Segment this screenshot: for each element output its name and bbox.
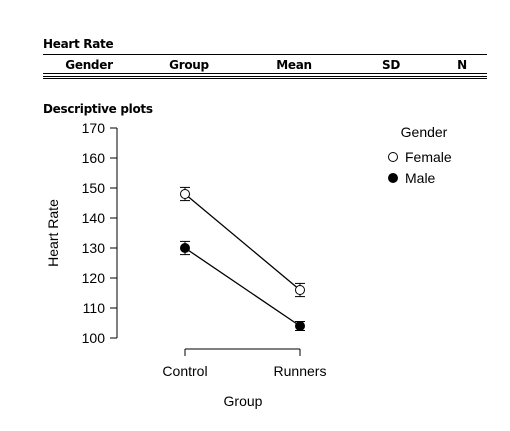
table-title: Heart Rate [43, 37, 114, 51]
column-header-sd: SD [381, 58, 401, 72]
x-tick-label: Runners [274, 363, 327, 379]
data-points [180, 189, 305, 331]
legend: Gender Female Male [388, 124, 452, 186]
y-tick-label: 110 [83, 300, 106, 316]
y-tick-label: 150 [82, 180, 106, 196]
series-line-male [184, 247, 301, 327]
y-axis-label: Heart Rate [45, 199, 61, 267]
error-bars [180, 186, 305, 331]
y-tick-label: 130 [82, 240, 106, 256]
legend-label-female: Female [405, 149, 452, 165]
column-header-n: N [457, 58, 467, 72]
data-point-male [295, 321, 305, 331]
table-bottom-rule-2 [43, 78, 487, 79]
y-tick-label: 140 [82, 210, 106, 226]
plots-title: Descriptive plots [43, 102, 153, 116]
column-header-group: Group [169, 58, 209, 72]
legend-label-male: Male [405, 170, 436, 186]
x-axis: Control Runners [162, 348, 327, 379]
legend-marker-female [388, 152, 398, 162]
y-tick-label: 160 [82, 150, 106, 166]
data-point-female [295, 285, 305, 295]
x-axis-label: Group [224, 393, 263, 409]
x-tick-label: Control [162, 363, 207, 379]
table-bottom-rule-1 [43, 76, 487, 77]
y-axis: 100 110 120 130 140 150 160 170 [82, 120, 118, 346]
table-top-rule [43, 54, 487, 55]
data-point-male [180, 243, 190, 253]
header-bottom-rule [43, 73, 487, 74]
y-tick-label: 170 [82, 120, 106, 136]
column-header-gender: Gender [65, 58, 113, 72]
series-lines [184, 193, 301, 327]
legend-title: Gender [401, 124, 448, 140]
column-header-mean: Mean [276, 58, 312, 72]
y-tick-label: 100 [82, 330, 106, 346]
series-line-female [184, 193, 301, 291]
y-tick-label: 120 [82, 270, 106, 286]
legend-marker-male [388, 173, 398, 183]
data-point-female [180, 189, 190, 199]
